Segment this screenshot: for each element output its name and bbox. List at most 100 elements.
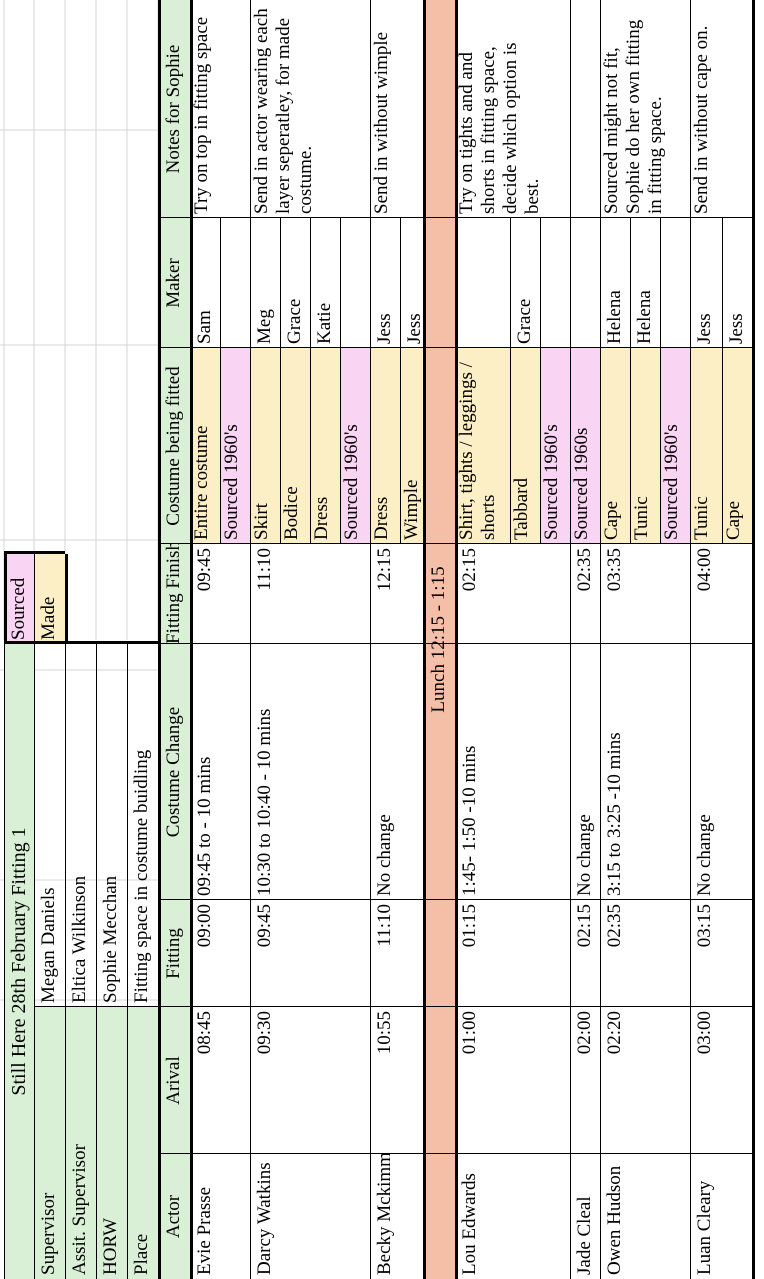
cell-maker[interactable]: Grace [284,298,305,344]
cell-notes[interactable] [570,0,600,218]
cell-notes[interactable]: Send in without cape on. [691,25,712,214]
cell-change[interactable]: 1:45- 1:50 -10 mins [459,745,480,896]
cell-arival[interactable]: 02:00 [574,1011,595,1055]
border-h [570,0,571,1279]
cell-finish[interactable]: 03:35 [604,548,625,592]
cell-costume[interactable]: Shirt, tights / leggings / shorts [455,348,510,544]
cell-costume[interactable]: Tunic [690,348,722,544]
col-header-maker[interactable]: Maker [158,218,190,348]
cell-actor[interactable]: Luan Cleary [694,1180,715,1275]
cell-arival[interactable]: 01:00 [459,1011,480,1055]
cell-notes[interactable]: Sourced might not fit, Sophie do her own… [601,19,666,214]
col-header-notes[interactable]: Notes for Sophie [158,0,190,218]
cell-maker[interactable]: Grace [514,298,535,344]
cell-maker[interactable] [660,218,690,348]
cell-change[interactable]: 10:30 to 10:40 - 10 mins [254,708,275,896]
cell-maker[interactable]: Helena [604,290,625,344]
cell-maker[interactable] [540,218,570,348]
cell-actor[interactable]: Jade Cleal [574,1196,595,1275]
cell-arival[interactable]: 09:30 [254,1011,275,1055]
col-header-costume-being-fitted[interactable]: Costume being fitted [158,348,190,544]
cell-finish[interactable]: 11:10 [254,548,275,591]
cell-notes[interactable]: Try on tights and and shorts in fitting … [456,42,543,215]
cell-costume[interactable]: Wimple [400,348,423,544]
cell-finish[interactable]: 12:15 [374,548,395,592]
cell-change[interactable]: No change [574,814,595,896]
cell-costume[interactable]: Cape [600,348,630,544]
cell-maker[interactable]: Jess [694,313,715,344]
sheet-title[interactable]: Still Here 28th February Fitting 1 [4,644,34,1279]
cell-costume[interactable]: Dress [310,348,340,544]
border-h [722,218,723,544]
cell-maker[interactable]: Jess [404,313,423,344]
cell-costume[interactable]: Sourced 1960's [220,348,250,544]
info-value-assistant-supervisor[interactable]: Eltica Wilkinson [69,875,90,1003]
cell-fitting[interactable]: 09:00 [194,904,215,948]
col-header-arival[interactable]: Arival [158,1007,190,1154]
cell-notes[interactable]: Send in actor wearing each layer seperat… [251,8,316,214]
cell-arival[interactable]: 02:20 [604,1011,625,1055]
cell-fitting[interactable]: 03:15 [694,904,715,948]
cell-maker[interactable] [570,218,600,348]
col-header-fitting[interactable]: Fitting [158,900,190,1007]
legend-sourced[interactable]: Sourced [4,554,34,644]
cell-actor[interactable]: Owen Hudson [604,1165,625,1275]
info-value-place[interactable]: Fitting space in costume buidling [131,749,152,1003]
cell-maker[interactable]: Katie [314,302,335,344]
cell-finish[interactable]: 02:35 [574,548,595,592]
cell-costume[interactable]: Entire costume [190,348,220,544]
cell-maker[interactable] [220,218,250,348]
info-value-supervisor[interactable]: Megan Daniels [38,887,59,1003]
cell-fitting[interactable]: 01:15 [459,904,480,948]
cell-costume[interactable]: Sourced 1960s [570,348,600,544]
cell-fitting[interactable]: 09:45 [254,904,275,948]
info-label-assistant-supervisor[interactable]: Assit. Supervisor [65,1007,96,1279]
cell-maker[interactable]: Jess [726,313,747,344]
cell-costume[interactable]: Skirt [250,348,280,544]
cell-costume[interactable]: Sourced 1960's [660,348,690,544]
cell-costume[interactable]: Cape [722,348,752,544]
cell-costume[interactable]: Sourced 1960's [540,348,570,544]
legend-made[interactable]: Made [34,554,65,644]
cell-actor[interactable]: Becky Mckimmon [374,1154,395,1275]
cell-costume[interactable]: Dress [370,348,400,544]
cell-arival[interactable]: 03:00 [694,1011,715,1055]
info-value-horw[interactable]: Sophie Mecchan [100,875,121,1003]
cell-notes[interactable]: Try on top in fitting space [191,16,212,214]
cell-arival[interactable]: 08:45 [194,1011,215,1055]
cell-notes[interactable]: Send in without wimple [371,31,392,214]
cell-fitting[interactable]: 11:10 [374,904,395,947]
cell-actor[interactable]: Darcy Watkins [254,1162,275,1275]
cell-costume[interactable]: Sourced 1960's [340,348,370,544]
cell-fitting[interactable]: 02:35 [604,904,625,948]
cell-costume[interactable]: Tabbard [510,348,540,544]
border-h [127,644,128,1279]
cell-maker[interactable]: Sam [194,310,215,344]
cell-finish[interactable]: 04:00 [694,548,715,592]
cell-arival[interactable]: 10:55 [374,1011,395,1055]
info-label-place[interactable]: Place [127,1007,158,1279]
col-header-actor[interactable]: Actor [158,1154,190,1279]
cell-costume[interactable]: Bodice [280,348,310,544]
cell-actor[interactable]: Evie Prasse [194,1186,215,1275]
cell-maker[interactable]: Jess [374,313,395,344]
cell-finish[interactable]: 02:15 [459,548,480,592]
cell-change[interactable]: 09:45 to - 10 mins [194,756,215,896]
cell-maker[interactable] [340,218,370,348]
col-header-costume-change[interactable]: Costume Change [158,644,190,900]
cell-maker[interactable]: Helena [634,290,655,344]
col-header-fitting-finish[interactable]: Fitting Finish [158,544,190,644]
cell-change[interactable]: No change [694,814,715,896]
cell-costume[interactable]: Tunic [630,348,660,544]
cell-finish[interactable]: 09:45 [194,548,215,592]
cell-change[interactable]: 3:15 to 3:25 -10 mins [604,732,625,896]
cell-change[interactable]: No change [374,814,395,896]
lunch-break-row[interactable]: Lunch 12:15 - 1:15 [423,0,455,1279]
cell-fitting[interactable]: 02:15 [574,904,595,948]
cell-maker[interactable] [455,218,510,348]
cell-actor[interactable]: Lou Edwards [459,1173,480,1275]
cell-maker[interactable]: Meg [254,309,275,344]
info-label-horw[interactable]: HORW [96,1007,127,1279]
info-label-supervisor[interactable]: Supervisor [34,1007,65,1279]
